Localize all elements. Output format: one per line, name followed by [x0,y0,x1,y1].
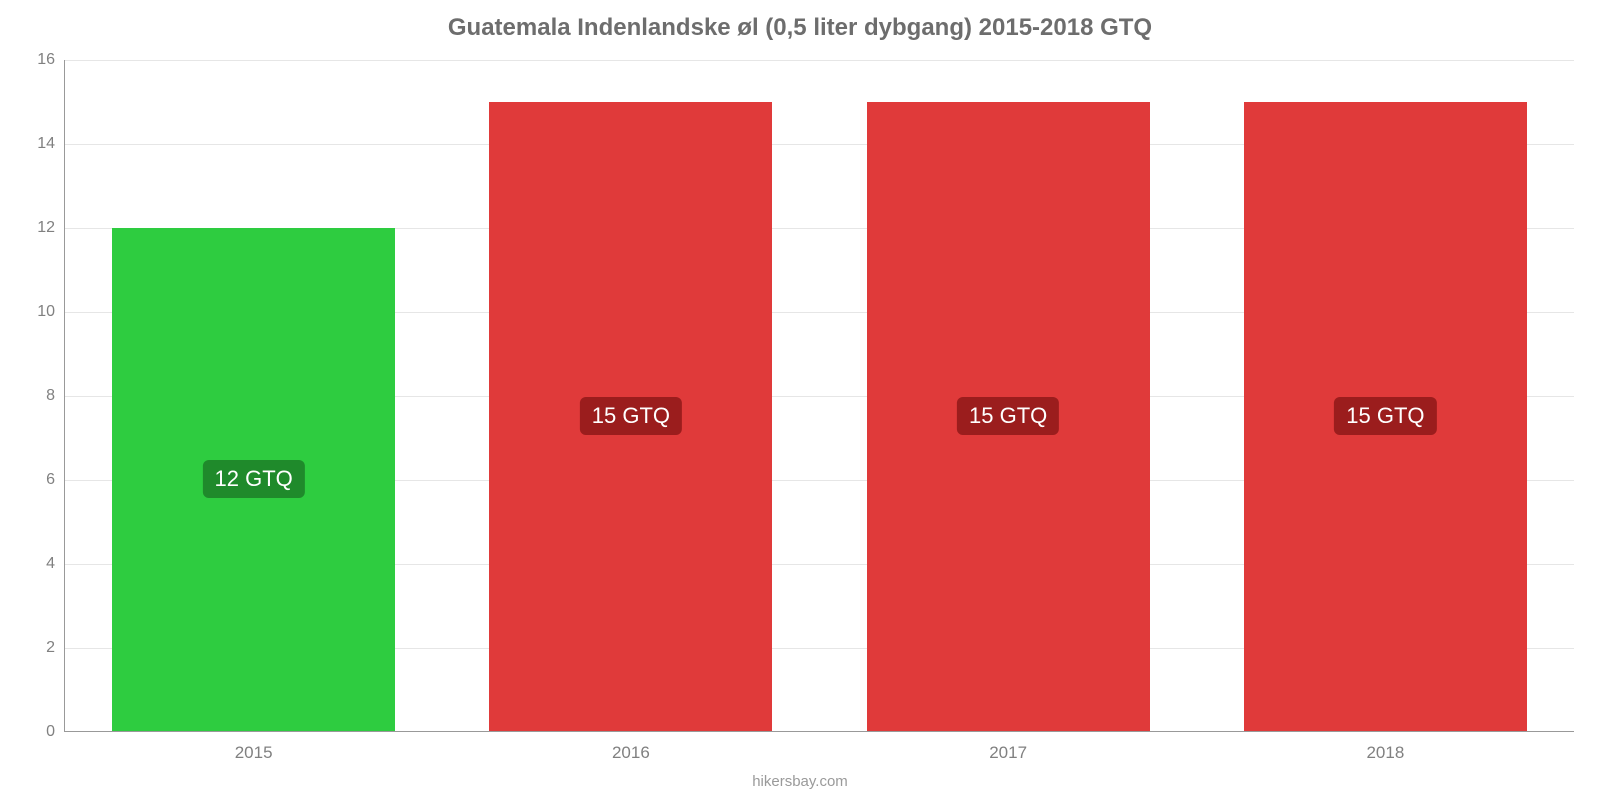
bar-slot: 15 GTQ2017 [820,60,1197,731]
x-tick-label: 2018 [1366,731,1404,763]
bar-slot: 12 GTQ2015 [65,60,442,731]
bar: 15 GTQ [1244,102,1527,731]
bar-slot: 15 GTQ2016 [442,60,819,731]
bar: 15 GTQ [489,102,772,731]
x-tick-label: 2015 [235,731,273,763]
y-tick-label: 12 [37,219,65,237]
y-tick-label: 2 [46,639,65,657]
bar: 15 GTQ [867,102,1150,731]
chart-title: Guatemala Indenlandske øl (0,5 liter dyb… [0,14,1600,42]
y-tick-label: 14 [37,135,65,153]
y-tick-label: 8 [46,387,65,405]
bar-chart: Guatemala Indenlandske øl (0,5 liter dyb… [0,0,1600,800]
y-tick-label: 4 [46,555,65,573]
x-tick-label: 2016 [612,731,650,763]
bar-value-label: 15 GTQ [580,397,682,435]
bar-value-label: 12 GTQ [203,460,305,498]
plot-area: 0246810121416 12 GTQ201515 GTQ201615 GTQ… [64,60,1574,732]
y-tick-label: 16 [37,51,65,69]
bar-value-label: 15 GTQ [957,397,1059,435]
y-tick-label: 6 [46,471,65,489]
x-tick-label: 2017 [989,731,1027,763]
bar-value-label: 15 GTQ [1334,397,1436,435]
y-tick-label: 10 [37,303,65,321]
chart-footer: hikersbay.com [0,773,1600,790]
y-tick-label: 0 [46,723,65,741]
bar: 12 GTQ [112,228,395,731]
bar-slot: 15 GTQ2018 [1197,60,1574,731]
bars-container: 12 GTQ201515 GTQ201615 GTQ201715 GTQ2018 [65,60,1574,731]
